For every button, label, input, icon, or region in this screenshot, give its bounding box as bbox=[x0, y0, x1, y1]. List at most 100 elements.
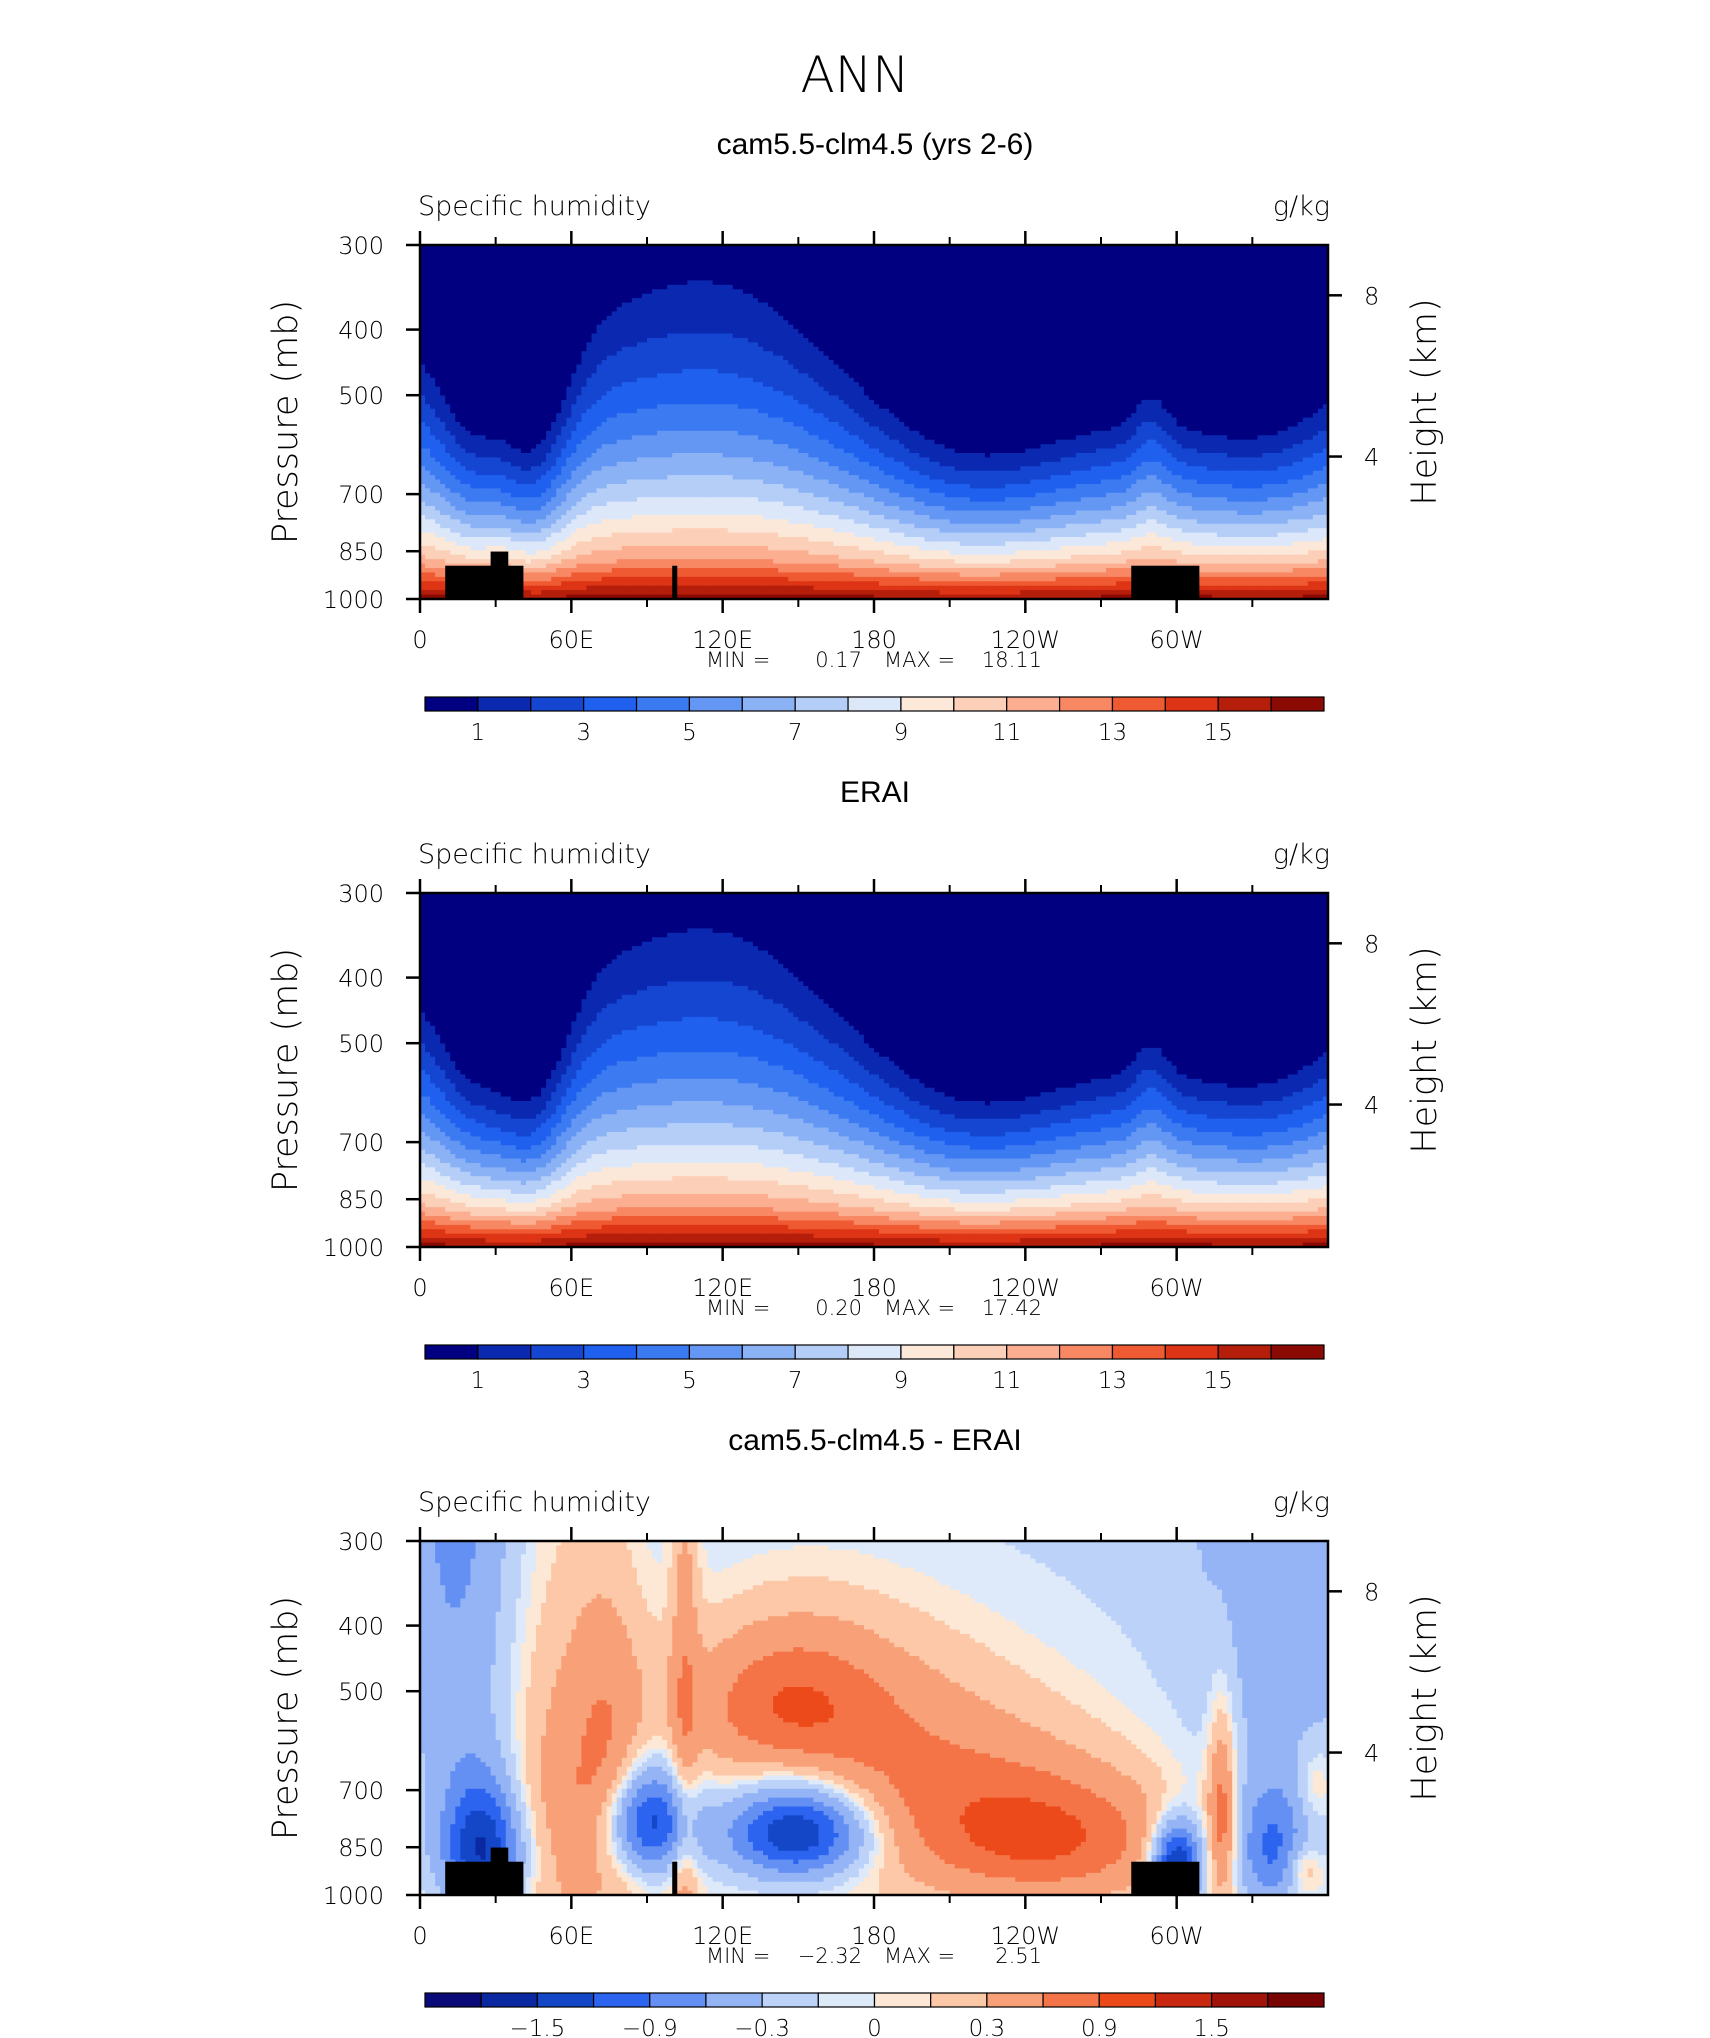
field-cell bbox=[1141, 280, 1147, 285]
field-cell bbox=[647, 303, 653, 308]
field-cell bbox=[470, 303, 476, 308]
field-cell bbox=[844, 272, 850, 277]
field-cell bbox=[733, 267, 739, 272]
field-cell bbox=[824, 280, 830, 285]
field-cell bbox=[798, 263, 804, 268]
field-cell bbox=[1308, 303, 1314, 308]
field-cell bbox=[849, 285, 855, 290]
field-cell bbox=[486, 272, 492, 277]
field-cell bbox=[496, 254, 502, 259]
field-cell bbox=[839, 303, 845, 308]
field-cell bbox=[440, 303, 446, 308]
field-cell bbox=[1151, 320, 1157, 325]
field-cell bbox=[1207, 307, 1213, 312]
field-cell bbox=[874, 285, 880, 290]
field-cell bbox=[929, 258, 935, 263]
field-cell bbox=[748, 280, 754, 285]
field-cell bbox=[627, 254, 633, 259]
field-cell bbox=[839, 276, 845, 281]
field-cell bbox=[561, 249, 567, 254]
field-cell bbox=[869, 254, 875, 259]
field-cell bbox=[864, 280, 870, 285]
field-cell bbox=[597, 303, 603, 308]
field-cell bbox=[1222, 298, 1228, 303]
field-cell bbox=[1252, 272, 1258, 277]
field-cell bbox=[455, 298, 461, 303]
field-cell bbox=[1020, 289, 1026, 294]
field-cell bbox=[829, 280, 835, 285]
field-cell bbox=[445, 258, 451, 263]
field-cell bbox=[536, 263, 542, 268]
field-cell bbox=[470, 307, 476, 312]
field-cell bbox=[667, 320, 673, 325]
field-cell bbox=[980, 307, 986, 312]
field-cell bbox=[445, 294, 451, 299]
field-cell bbox=[1156, 294, 1162, 299]
field-cell bbox=[692, 316, 698, 321]
field-cell bbox=[743, 267, 749, 272]
field-cell bbox=[1086, 316, 1092, 321]
field-cell bbox=[617, 263, 623, 268]
field-cell bbox=[1293, 294, 1299, 299]
field-cell bbox=[481, 289, 487, 294]
field-cell bbox=[430, 258, 436, 263]
field-cell bbox=[819, 294, 825, 299]
field-cell bbox=[1025, 311, 1031, 316]
field-cell bbox=[1212, 320, 1218, 325]
field-cell bbox=[597, 294, 603, 299]
field-cell bbox=[1081, 311, 1087, 316]
field-cell bbox=[536, 298, 542, 303]
field-cell bbox=[778, 258, 784, 263]
field-cell bbox=[1086, 249, 1092, 254]
field-cell bbox=[501, 298, 507, 303]
field-cell bbox=[1207, 267, 1213, 272]
field-cell bbox=[1293, 276, 1299, 281]
field-cell bbox=[647, 276, 653, 281]
field-cell bbox=[723, 254, 729, 259]
field-cell bbox=[1040, 294, 1046, 299]
field-cell bbox=[854, 320, 860, 325]
field-cell bbox=[632, 303, 638, 308]
field-cell bbox=[521, 276, 527, 281]
field-cell bbox=[1162, 325, 1168, 330]
field-cell bbox=[460, 325, 466, 330]
field-cell bbox=[708, 276, 714, 281]
field-cell bbox=[1262, 258, 1268, 263]
field-cell bbox=[1106, 272, 1112, 277]
field-cell bbox=[1106, 285, 1112, 290]
field-cell bbox=[1131, 276, 1137, 281]
field-cell bbox=[425, 280, 431, 285]
field-cell bbox=[455, 267, 461, 272]
field-cell bbox=[435, 267, 441, 272]
field-cell bbox=[1126, 298, 1132, 303]
field-cell bbox=[975, 272, 981, 277]
field-cell bbox=[576, 294, 582, 299]
field-cell bbox=[1126, 267, 1132, 272]
field-cell bbox=[849, 325, 855, 330]
field-cell bbox=[1298, 263, 1304, 268]
field-cell bbox=[677, 289, 683, 294]
field-cell bbox=[788, 276, 794, 281]
field-cell bbox=[677, 263, 683, 268]
field-cell bbox=[1242, 249, 1248, 254]
field-cell bbox=[970, 276, 976, 281]
field-cell bbox=[657, 272, 663, 277]
field-cell bbox=[894, 249, 900, 254]
field-cell bbox=[728, 325, 734, 330]
field-cell bbox=[526, 272, 532, 277]
field-cell bbox=[662, 320, 668, 325]
field-cell bbox=[1076, 320, 1082, 325]
field-cell bbox=[728, 307, 734, 312]
field-cell bbox=[662, 280, 668, 285]
field-cell bbox=[834, 285, 840, 290]
field-cell bbox=[1303, 311, 1309, 316]
field-cell bbox=[460, 307, 466, 312]
field-cell bbox=[1020, 280, 1026, 285]
field-cell bbox=[536, 325, 542, 330]
field-cell bbox=[894, 294, 900, 299]
field-cell bbox=[844, 276, 850, 281]
field-cell bbox=[1293, 303, 1299, 308]
field-cell bbox=[904, 276, 910, 281]
field-cell bbox=[1217, 254, 1223, 259]
field-cell bbox=[1232, 249, 1238, 254]
